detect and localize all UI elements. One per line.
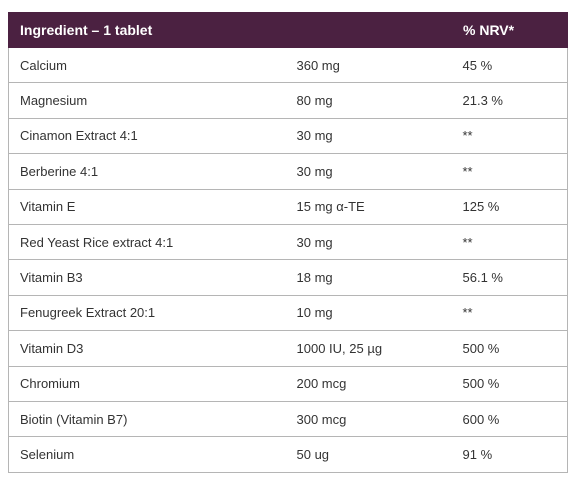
ingredient-nrv: ** — [451, 294, 568, 332]
ingredient-name: Calcium — [8, 46, 286, 84]
ingredient-name: Vitamin D3 — [8, 330, 286, 367]
table-row: Fenugreek Extract 20:1 10 mg ** — [8, 294, 568, 332]
ingredient-nrv: 56.1 % — [451, 259, 568, 296]
ingredient-name: Biotin (Vitamin B7) — [8, 400, 286, 438]
table-body: Calcium 360 mg 45 % Magnesium 80 mg 21.3… — [8, 46, 568, 473]
ingredient-nrv: 45 % — [451, 46, 568, 84]
ingredient-amount: 360 mg — [285, 46, 452, 84]
table-row: Calcium 360 mg 45 % — [8, 46, 568, 84]
ingredient-nrv: 125 % — [451, 188, 568, 225]
ingredient-name: Fenugreek Extract 20:1 — [8, 294, 286, 332]
table-header-row: Ingredient – 1 tablet % NRV* — [8, 12, 568, 48]
table-header: Ingredient – 1 tablet % NRV* — [8, 12, 568, 48]
ingredient-amount: 10 mg — [285, 294, 452, 332]
ingredient-amount: 18 mg — [285, 259, 452, 296]
ingredient-amount: 30 mg — [285, 153, 452, 190]
ingredient-nrv: 500 % — [451, 365, 568, 402]
table-row: Selenium 50 ug 91 % — [8, 436, 568, 473]
nutrition-table: Ingredient – 1 tablet % NRV* Calcium 360… — [8, 12, 568, 473]
table-row: Vitamin D3 1000 IU, 25 µg 500 % — [8, 330, 568, 367]
table-row: Magnesium 80 mg 21.3 % — [8, 82, 568, 119]
table-row: Chromium 200 mcg 500 % — [8, 365, 568, 402]
ingredient-name: Vitamin E — [8, 188, 286, 225]
ingredient-nrv: ** — [451, 153, 568, 190]
ingredient-name: Vitamin B3 — [8, 259, 286, 296]
ingredient-amount: 1000 IU, 25 µg — [285, 330, 452, 367]
ingredient-amount: 300 mcg — [285, 400, 452, 438]
table-row: Red Yeast Rice extract 4:1 30 mg ** — [8, 223, 568, 261]
ingredient-amount: 15 mg α-TE — [285, 188, 452, 225]
header-amount — [285, 12, 452, 48]
table-row: Cinamon Extract 4:1 30 mg ** — [8, 117, 568, 155]
ingredient-amount: 30 mg — [285, 117, 452, 155]
ingredient-nrv: 600 % — [451, 400, 568, 438]
ingredient-nrv: 91 % — [451, 436, 568, 473]
ingredient-nrv: ** — [451, 223, 568, 261]
ingredient-amount: 30 mg — [285, 223, 452, 261]
ingredient-name: Red Yeast Rice extract 4:1 — [8, 223, 286, 261]
ingredient-nrv: ** — [451, 117, 568, 155]
header-ingredient: Ingredient – 1 tablet — [8, 12, 286, 48]
table-row: Vitamin B3 18 mg 56.1 % — [8, 259, 568, 296]
ingredient-name: Magnesium — [8, 82, 286, 119]
ingredient-amount: 80 mg — [285, 82, 452, 119]
header-nrv: % NRV* — [451, 12, 568, 48]
table-row: Vitamin E 15 mg α-TE 125 % — [8, 188, 568, 225]
nutrition-table-container: Ingredient – 1 tablet % NRV* Calcium 360… — [8, 12, 568, 473]
ingredient-nrv: 500 % — [451, 330, 568, 367]
table-row: Biotin (Vitamin B7) 300 mcg 600 % — [8, 400, 568, 438]
table-row: Berberine 4:1 30 mg ** — [8, 153, 568, 190]
ingredient-amount: 50 ug — [285, 436, 452, 473]
ingredient-name: Selenium — [8, 436, 286, 473]
ingredient-nrv: 21.3 % — [451, 82, 568, 119]
ingredient-name: Berberine 4:1 — [8, 153, 286, 190]
ingredient-amount: 200 mcg — [285, 365, 452, 402]
ingredient-name: Cinamon Extract 4:1 — [8, 117, 286, 155]
ingredient-name: Chromium — [8, 365, 286, 402]
